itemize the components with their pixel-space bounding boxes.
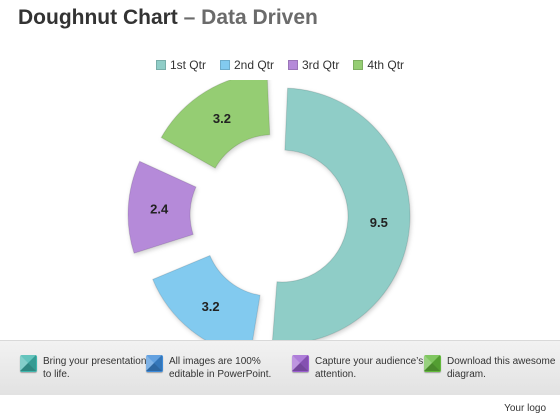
footer-tip-4: Download this awesome diagram. [424,355,557,381]
chart-legend: 1st Qtr 2nd Qtr 3rd Qtr 4th Qtr [0,58,560,72]
tip-text: Bring your presentation to life. [43,356,147,380]
title-main: Doughnut Chart [18,6,178,29]
slice-2nd-qtr [152,254,261,340]
legend-label: 3rd Qtr [302,58,340,72]
footer-tip-2: All images are 100% editable in PowerPoi… [146,355,279,381]
title-separator: – [177,6,202,29]
legend-swatch [155,60,166,70]
logo-placeholder: Your logo [504,403,546,414]
footer-tip-1: Bring your presentation to life. [20,355,153,381]
slice-4th-qtr [160,80,271,169]
legend-swatch [219,60,230,70]
slice-1st-qtr [271,87,411,340]
data-label: 9.5 [370,215,388,230]
tip-text: Download this awesome diagram. [447,356,556,380]
teal-cube-icon [20,355,37,372]
data-label: 3.2 [202,299,220,314]
legend-label: 2nd Qtr [233,58,274,72]
chart-title: Doughnut Chart – Data Driven [18,6,318,30]
legend-label: 1st Qtr [169,58,206,72]
legend-item-3rd-qtr: 3rd Qtr [288,58,339,72]
blue-cube-icon [146,355,163,372]
title-sub: Data Driven [201,6,318,29]
legend-item-2nd-qtr: 2nd Qtr [219,58,274,72]
doughnut-chart: 9.5 3.2 2.4 3.2 [127,80,411,340]
footer-tip-3: Capture your audience’s attention. [292,355,425,381]
purple-cube-icon [292,355,309,372]
slice-3rd-qtr [127,160,197,254]
data-label: 2.4 [150,202,169,217]
legend-item-1st-qtr: 1st Qtr [155,58,206,72]
footer-band: Bring your presentation to life. All ima… [0,340,560,395]
data-label: 3.2 [213,111,231,126]
legend-swatch [288,60,298,70]
green-cube-icon [424,355,441,372]
legend-item-4th-qtr: 4th Qtr [353,58,404,72]
legend-label: 4th Qtr [367,58,405,72]
tip-text: Capture your audience’s attention. [315,356,424,380]
tip-text: All images are 100% editable in PowerPoi… [169,356,272,380]
legend-swatch [353,60,364,70]
